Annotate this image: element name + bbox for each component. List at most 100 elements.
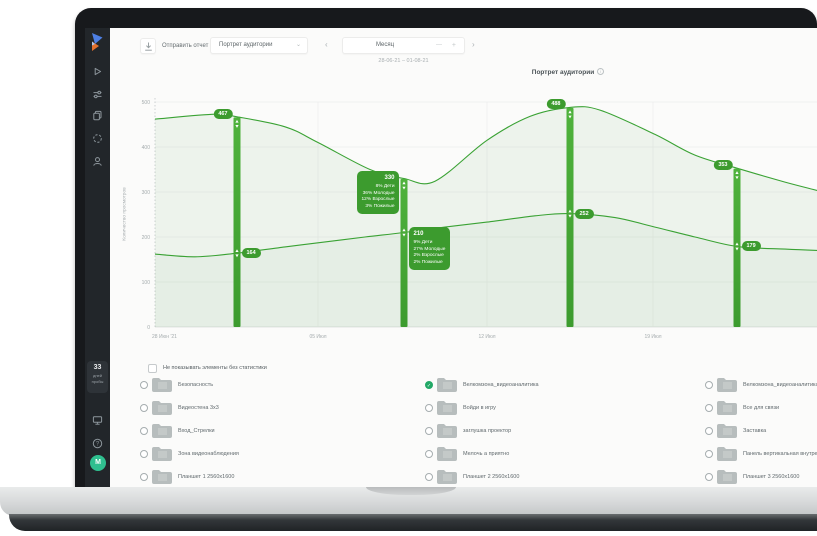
help-icon[interactable]: ? <box>92 436 104 449</box>
device-label: Панель вертикальная внутренняя <box>743 451 817 457</box>
period-selector[interactable]: Месяц — + <box>342 37 465 54</box>
radio-button[interactable] <box>705 427 713 435</box>
laptop-base-edge <box>9 514 817 531</box>
folder-icon <box>716 400 738 420</box>
device-label: Все для связи <box>743 405 780 411</box>
bar-arrows-icon <box>402 181 406 190</box>
app-logo-icon <box>89 32 106 57</box>
filter-label: Не показывать элементы без статистики <box>163 365 267 371</box>
laptop-lid-notch <box>366 487 456 495</box>
sliders-icon[interactable] <box>92 87 104 99</box>
zoom-out-button[interactable]: — <box>436 42 442 48</box>
folder-icon <box>151 400 173 420</box>
trial-days-badge: 33 дней пробы <box>87 361 108 393</box>
y-tick-label: 300 <box>142 190 151 196</box>
bar-arrows-icon <box>735 171 739 180</box>
send-report-button[interactable]: Отправить отчет <box>162 43 209 49</box>
y-tick-label: 100 <box>142 280 151 286</box>
y-tick-label: 0 <box>147 325 150 331</box>
folder-icon <box>716 423 738 443</box>
radio-button[interactable] <box>140 404 148 412</box>
radio-button[interactable] <box>425 427 433 435</box>
radio-button[interactable] <box>425 404 433 412</box>
chart-bar[interactable] <box>400 179 408 327</box>
bar-arrows-icon <box>568 110 572 119</box>
folder-icon <box>151 446 173 466</box>
folder-icon <box>151 423 173 443</box>
radio-button[interactable] <box>140 427 148 435</box>
y-tick-label: 200 <box>142 235 151 241</box>
svg-text:?: ? <box>96 442 100 448</box>
date-range-label: 28-06-21 – 01-08-21 <box>378 58 429 64</box>
user-avatar[interactable]: М <box>90 455 106 471</box>
radio-button[interactable] <box>425 473 433 481</box>
next-period-button[interactable]: › <box>472 40 475 49</box>
radio-button[interactable] <box>140 381 148 389</box>
y-tick-label: 400 <box>142 145 151 151</box>
bar-arrows-icon <box>735 242 739 251</box>
folder-icon <box>716 469 738 487</box>
folder-icon <box>151 377 173 397</box>
chart-title: Портрет аудитории i <box>488 68 648 76</box>
device-label: Видеостена 3x3 <box>178 405 219 411</box>
folder-icon <box>716 377 738 397</box>
pages-icon[interactable] <box>92 108 104 121</box>
prev-period-button[interactable]: ‹ <box>325 40 328 49</box>
device-label: Планшет 3 2560x1600 <box>743 474 800 480</box>
monitor-icon[interactable] <box>92 413 104 425</box>
device-label: Планшет 1 2560x1600 <box>178 474 235 480</box>
folder-icon <box>436 446 458 466</box>
x-tick-label: 05 Июл <box>309 334 326 340</box>
folder-icon <box>436 400 458 420</box>
device-label: Зона видеонаблюдения <box>178 451 239 457</box>
radio-button[interactable] <box>705 473 713 481</box>
radio-button[interactable] <box>140 450 148 458</box>
bar-arrows-icon <box>568 209 572 218</box>
bar-arrows-icon <box>235 249 239 258</box>
bar-arrows-icon <box>402 228 406 237</box>
app-window: 33 дней пробы ? М Отправить отчет Портре… <box>85 28 817 487</box>
report-type-dropdown[interactable]: Портрет аудитории ⌄ <box>210 37 308 54</box>
sidebar-nav: 33 дней пробы ? М <box>85 28 110 487</box>
radio-button[interactable] <box>705 381 713 389</box>
x-tick-label: 28 Июн '21 <box>152 334 177 340</box>
device-label: Вход_Стрелки <box>178 428 215 434</box>
info-icon[interactable]: i <box>597 68 605 75</box>
trial-label-line2: пробы <box>91 378 104 384</box>
device-label: Безопасность <box>178 382 214 388</box>
chart-bar[interactable] <box>233 117 241 327</box>
folder-icon <box>436 377 458 397</box>
device-label: Мелочь а приятно <box>463 451 510 457</box>
play-icon[interactable] <box>92 64 104 76</box>
folder-icon <box>436 469 458 487</box>
audience-chart: 500 400 300 200 100 028 Июн '21 05 Июл 12 Июл 19… <box>142 98 817 340</box>
device-label: заглушка проектор <box>463 428 512 434</box>
device-label: Велкомзона_видеоаналитика <box>743 382 817 388</box>
radio-button[interactable] <box>705 450 713 458</box>
device-label: Велкомзона_видеоаналитика <box>463 382 539 388</box>
series-line <box>154 213 817 258</box>
radio-button[interactable] <box>140 473 148 481</box>
chevron-down-icon: ⌄ <box>295 42 301 48</box>
spinner-icon[interactable] <box>92 131 104 143</box>
report-type-value: Портрет аудитории <box>219 42 273 48</box>
bar-arrows-icon <box>235 119 239 128</box>
user-icon[interactable] <box>92 154 104 166</box>
x-tick-label: 19 Июл <box>644 334 661 340</box>
folder-icon <box>436 423 458 443</box>
device-label: Войди в игру <box>463 405 496 411</box>
folder-icon <box>716 446 738 466</box>
radio-button[interactable] <box>705 404 713 412</box>
device-label: Планшет 2 2560x1600 <box>463 474 520 480</box>
radio-button[interactable] <box>425 450 433 458</box>
radio-button[interactable]: ✓ <box>425 381 433 389</box>
device-label: Заставка <box>743 428 767 434</box>
trial-label-line1: дней <box>92 373 102 378</box>
zoom-in-button[interactable]: + <box>451 42 456 49</box>
folder-icon <box>151 469 173 487</box>
trial-days-count: 33 <box>93 364 102 371</box>
filter-checkbox[interactable] <box>148 364 157 373</box>
y-tick-label: 500 <box>142 100 151 106</box>
export-report-button[interactable] <box>140 38 156 54</box>
x-tick-label: 12 Июл <box>478 334 495 340</box>
